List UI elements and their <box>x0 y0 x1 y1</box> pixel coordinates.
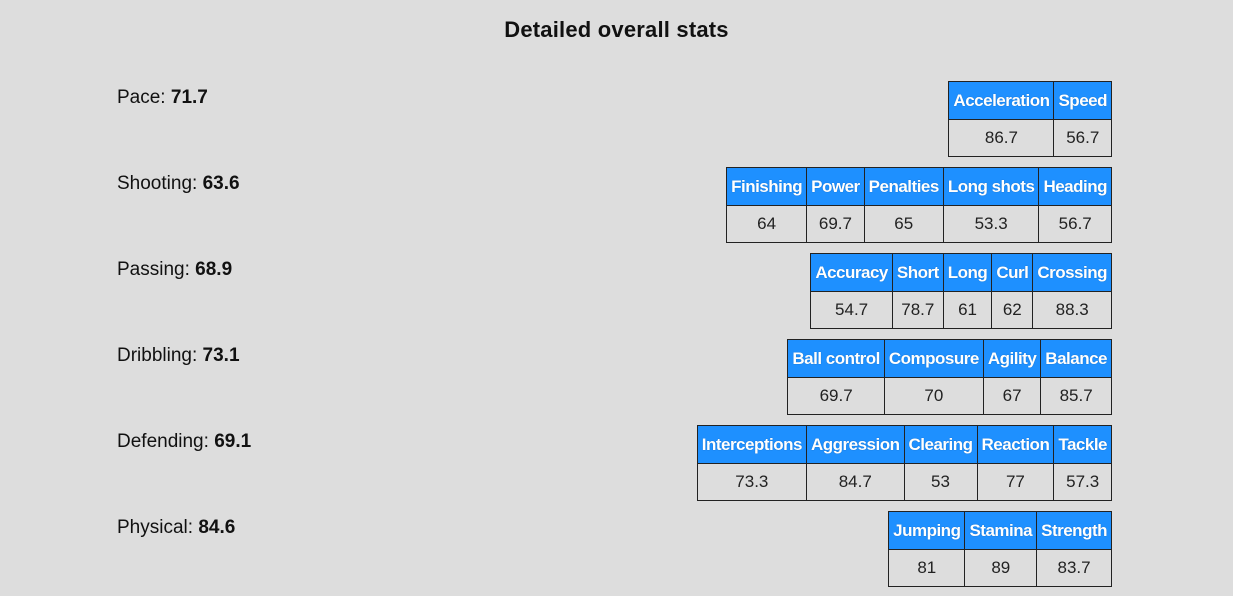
category-name: Shooting: <box>117 173 198 194</box>
stat-header: Tackle <box>1053 425 1112 464</box>
stats-header-row: Accuracy Short Long Curl Crossing <box>810 253 1112 292</box>
stats-value-row: 64 69.7 65 53.3 56.7 <box>726 205 1112 243</box>
category-label-physical: Physical: 84.6 <box>117 517 235 539</box>
stats-table-shooting: Finishing Power Penalties Long shots Heading… <box>726 167 1112 243</box>
page-title: Detailed overall stats <box>504 17 729 42</box>
stats-table-defending: Interceptions Aggression Clearing Reaction T… <box>696 425 1112 501</box>
stat-header: Curl <box>991 253 1034 292</box>
category-value: 69.1 <box>214 431 252 452</box>
stat-value: 62 <box>991 291 1034 329</box>
stats-header-row: Finishing Power Penalties Long shots Heading <box>726 167 1112 206</box>
stat-header: Jumping <box>888 511 966 550</box>
stat-value: 56.7 <box>1053 119 1112 157</box>
stats-value-row: 54.7 78.7 61 62 88.3 <box>810 291 1112 329</box>
category-name: Defending: <box>117 431 209 452</box>
stat-value: 69.7 <box>787 377 885 415</box>
stats-table-pace: Acceleration Speed 86.7 56.7 <box>948 81 1112 157</box>
stats-table-passing: Accuracy Short Long Curl Crossing 54.7 78.7 61 6… <box>810 253 1112 329</box>
stats-value-row: 73.3 84.7 53 77 57.3 <box>696 463 1112 501</box>
stat-header: Aggression <box>805 425 905 464</box>
stat-value: 61 <box>942 291 993 329</box>
stat-header: Finishing <box>726 167 808 206</box>
stat-header: Clearing <box>903 425 978 464</box>
category-row-passing: Passing: 68.9 Accuracy Short Long Curl Crossi… <box>0 253 1233 339</box>
stat-value: 65 <box>863 205 944 243</box>
stat-header: Ball control <box>787 339 885 378</box>
stat-value: 73.3 <box>696 463 807 501</box>
category-row-shooting: Shooting: 63.6 Finishing Power Penalties Lon… <box>0 167 1233 253</box>
category-value: 63.6 <box>202 173 240 194</box>
stat-header: Stamina <box>964 511 1038 550</box>
stat-value: 54.7 <box>810 291 893 329</box>
category-value: 68.9 <box>195 259 233 280</box>
category-label-passing: Passing: 68.9 <box>117 259 232 281</box>
stat-value: 86.7 <box>948 119 1055 157</box>
stat-header: Long <box>942 253 993 292</box>
category-label-dribbling: Dribbling: 73.1 <box>117 345 240 367</box>
stat-value: 88.3 <box>1032 291 1112 329</box>
stats-header-row: Acceleration Speed <box>948 81 1112 120</box>
stat-header: Composure <box>883 339 984 378</box>
stat-header: Crossing <box>1032 253 1112 292</box>
stats-value-row: 69.7 70 67 85.7 <box>787 377 1112 415</box>
category-row-defending: Defending: 69.1 Interceptions Aggression Cl… <box>0 425 1233 511</box>
stat-value: 81 <box>888 549 966 587</box>
stat-header: Penalties <box>863 167 944 206</box>
stat-value: 57.3 <box>1053 463 1112 501</box>
category-label-shooting: Shooting: 63.6 <box>117 173 240 195</box>
stat-value: 70 <box>883 377 984 415</box>
stats-value-row: 86.7 56.7 <box>948 119 1112 157</box>
stat-value: 67 <box>982 377 1042 415</box>
stat-header: Strength <box>1036 511 1112 550</box>
stats-header-row: Jumping Stamina Strength <box>888 511 1112 550</box>
stat-value: 64 <box>726 205 808 243</box>
category-value: 73.1 <box>202 345 240 366</box>
category-name: Dribbling: <box>117 345 198 366</box>
stat-header: Reaction <box>976 425 1055 464</box>
stat-header: Heading <box>1038 167 1112 206</box>
stat-value: 53.3 <box>942 205 1040 243</box>
stat-value: 77 <box>976 463 1055 501</box>
stat-value: 56.7 <box>1038 205 1112 243</box>
category-label-pace: Pace: 71.7 <box>117 87 208 109</box>
category-value: 71.7 <box>170 87 208 108</box>
category-row-pace: Pace: 71.7 Acceleration Speed 86.7 56.7 <box>0 81 1233 167</box>
category-name: Passing: <box>117 259 190 280</box>
stats-header-row: Interceptions Aggression Clearing Reaction T… <box>696 425 1112 464</box>
stat-header: Balance <box>1040 339 1112 378</box>
stat-header: Accuracy <box>810 253 893 292</box>
stats-table-physical: Jumping Stamina Strength 81 89 83.7 <box>888 511 1112 587</box>
stat-value: 83.7 <box>1036 549 1112 587</box>
stat-value: 85.7 <box>1040 377 1112 415</box>
stat-value: 78.7 <box>891 291 944 329</box>
stat-header: Long shots <box>942 167 1040 206</box>
category-row-dribbling: Dribbling: 73.1 Ball control Composure Agil… <box>0 339 1233 425</box>
category-label-defending: Defending: 69.1 <box>117 431 251 453</box>
category-name: Physical: <box>117 517 194 538</box>
stats-value-row: 81 89 83.7 <box>888 549 1112 587</box>
stat-header: Speed <box>1053 81 1112 120</box>
category-row-physical: Physical: 84.6 Jumping Stamina Strength 81 89… <box>0 511 1233 596</box>
stat-header: Interceptions <box>696 425 807 464</box>
stat-header: Agility <box>982 339 1042 378</box>
stats-table-dribbling: Ball control Composure Agility Balance 69.7 7… <box>787 339 1112 415</box>
stat-header: Short <box>891 253 944 292</box>
stat-value: 84.7 <box>805 463 905 501</box>
stat-header: Power <box>806 167 865 206</box>
stat-value: 69.7 <box>806 205 865 243</box>
category-value: 84.6 <box>198 517 236 538</box>
category-name: Pace: <box>117 87 166 108</box>
stat-value: 89 <box>964 549 1038 587</box>
stat-value: 53 <box>903 463 978 501</box>
stats-header-row: Ball control Composure Agility Balance <box>787 339 1112 378</box>
stat-header: Acceleration <box>948 81 1055 120</box>
